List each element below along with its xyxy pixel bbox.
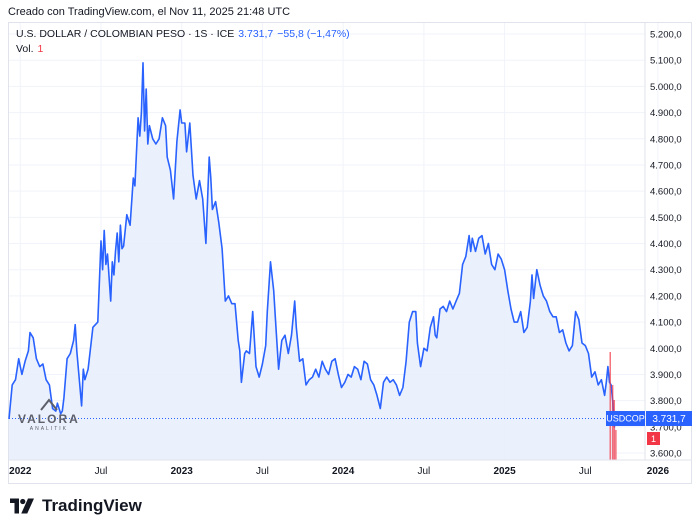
price-area-fill (9, 62, 616, 461)
time-tick-label: Jul (95, 466, 108, 477)
price-axis: 3.600,0 3.700,0 3.800,0 3.900,0 4.000,0 4.100… (650, 30, 682, 460)
price-tag-value-text: 3.731,7 (652, 414, 686, 425)
time-axis: 2022 Jul 2023 Jul 2024 Jul 2025 Jul 2026 (9, 466, 669, 477)
valora-logo-icon (40, 398, 58, 411)
price-tick-label: 3.800,0 (650, 396, 682, 407)
legend-change: −55,8 (−1,47%) (277, 28, 350, 40)
time-tick-label: 2023 (171, 466, 194, 477)
price-tick-label: 5.100,0 (650, 56, 682, 67)
price-tag-symbol-text: USDCOP (606, 414, 645, 424)
price-tick-label: 4.300,0 (650, 265, 682, 276)
time-tick-label: Jul (256, 466, 269, 477)
price-tick-label: 3.700,0 (650, 422, 682, 433)
price-tick-label: 3.900,0 (650, 370, 682, 381)
legend-volume-line: Vol. 1 (16, 43, 43, 55)
time-tick-label: Jul (417, 466, 430, 477)
time-tick-label: 2026 (647, 466, 670, 477)
watermark-name: VALORA (18, 412, 80, 426)
time-tick-label: 2025 (493, 466, 516, 477)
valora-watermark: VALORA ANALITIK (18, 398, 80, 432)
price-tag-symbol: USDCOP (606, 411, 645, 427)
chart-frame (8, 22, 692, 484)
legend-price: 3.731,7 (238, 28, 274, 40)
price-tag-value: 3.731,7 (646, 411, 692, 427)
price-tick-label: 4.700,0 (650, 160, 682, 171)
tradingview-brand: TradingView (42, 496, 142, 515)
time-tick-label: 2022 (9, 466, 32, 477)
price-tick-label: 4.000,0 (650, 344, 682, 355)
volume-bar (609, 352, 611, 460)
price-line (8, 62, 617, 428)
price-tick-label: 4.200,0 (650, 291, 682, 302)
price-tick-label: 4.600,0 (650, 187, 682, 198)
tradingview-footer[interactable]: TradingView (8, 496, 142, 516)
legend-symbol: U.S. DOLLAR / COLOMBIAN PESO · 1S · ICE (16, 28, 235, 40)
price-tick-label: 4.800,0 (650, 134, 682, 145)
tradingview-logo-icon (10, 498, 34, 514)
price-tick-label: 5.000,0 (650, 82, 682, 93)
price-tick-label: 4.100,0 (650, 318, 682, 329)
volume-bar (613, 400, 616, 460)
volume-bars (609, 352, 617, 460)
volume-tag-text: 1 (651, 434, 656, 444)
created-text: Creado con TradingView.com, el Nov 11, 2… (8, 6, 291, 18)
price-tick-label: 4.400,0 (650, 239, 682, 250)
time-tick-label: 2024 (332, 466, 355, 477)
volume-bar (615, 430, 617, 460)
watermark-sub: ANALITIK (29, 426, 68, 432)
price-tick-label: 4.500,0 (650, 213, 682, 224)
legend-volume-value: 1 (37, 43, 44, 55)
legend-symbol-line: U.S. DOLLAR / COLOMBIAN PESO · 1S · ICE 3… (16, 28, 350, 40)
time-tick-label: Jul (579, 466, 592, 477)
volume-tag: 1 (647, 432, 660, 445)
price-tick-label: 4.900,0 (650, 108, 682, 119)
legend-volume-label: Vol. (16, 43, 34, 55)
price-tick-label: 3.600,0 (650, 449, 682, 460)
price-tick-label: 5.200,0 (650, 30, 682, 41)
